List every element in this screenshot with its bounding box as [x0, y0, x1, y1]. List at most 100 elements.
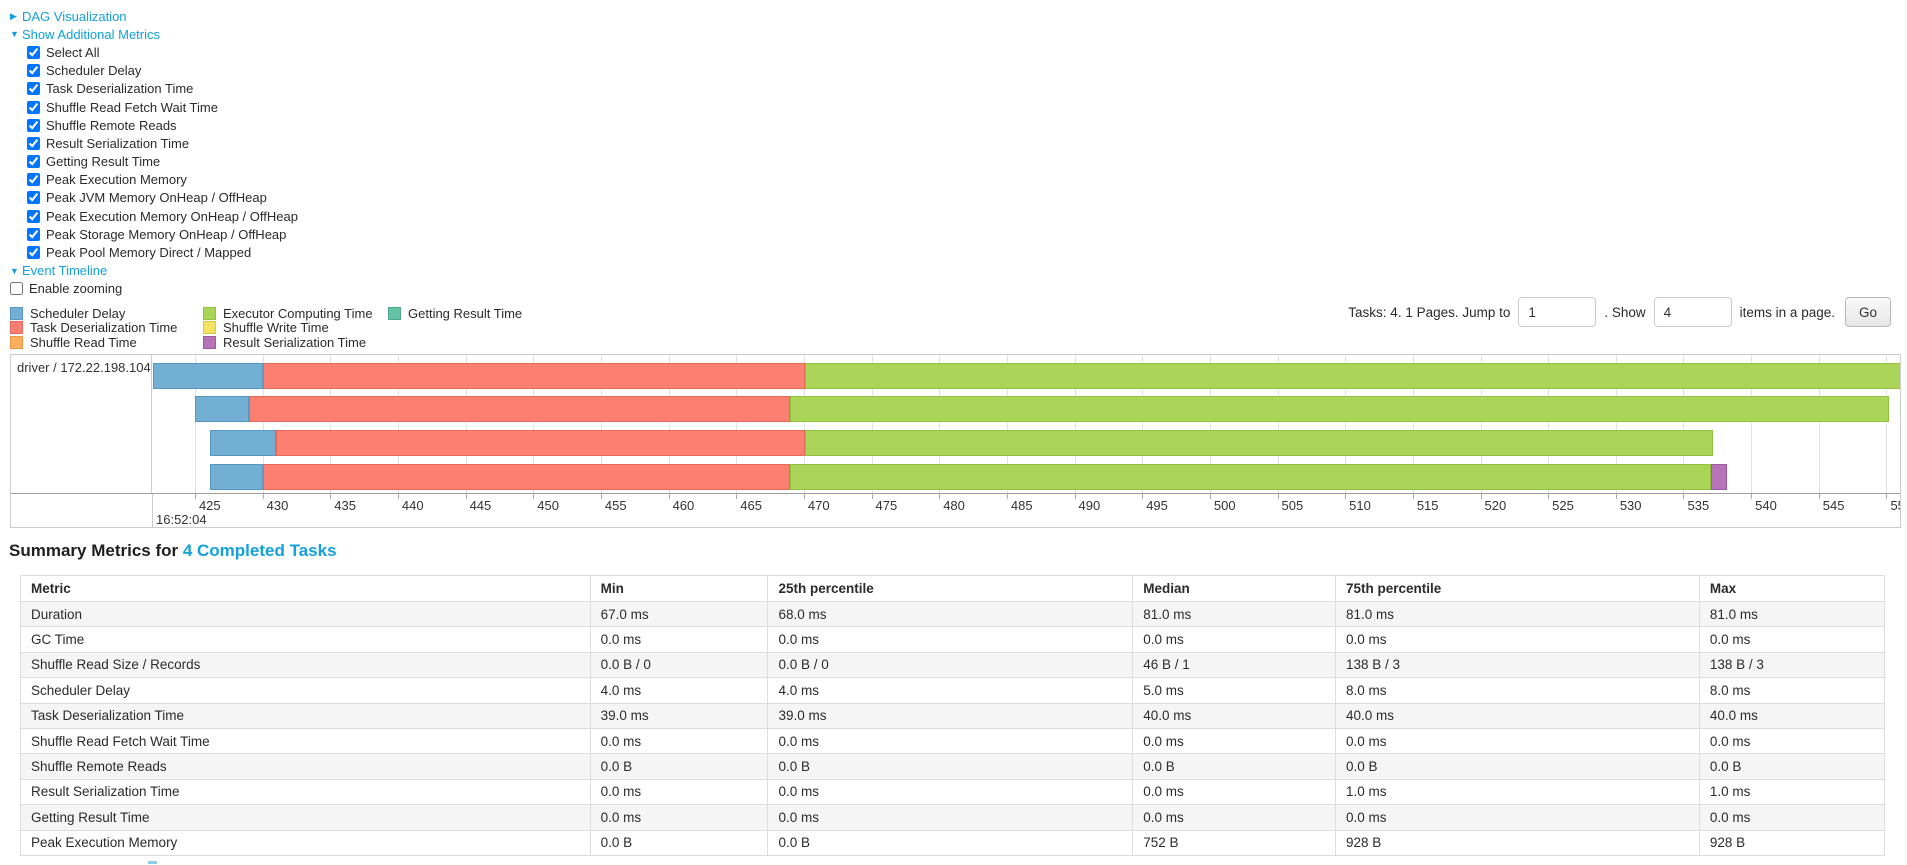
metric-checkbox-label: Peak Pool Memory Direct / Mapped	[46, 245, 252, 261]
metric-value-cell: 1.0 ms	[1698, 778, 1886, 806]
gridline	[1345, 355, 1347, 493]
metric-checkbox-row: Peak JVM Memory OnHeap / OffHeap	[10, 189, 298, 207]
legend-item: Scheduler Delay	[10, 306, 203, 321]
metric-value-cell: 0.0 B	[1698, 753, 1886, 780]
metric-checkbox[interactable]	[27, 118, 40, 132]
go-button[interactable]: Go	[1844, 297, 1891, 327]
shuffle-read-swatch-icon	[10, 335, 23, 349]
tasks-pages-summary: Tasks: 4. 1 Pages. Jump to	[1348, 304, 1511, 320]
show-additional-metrics-toggle[interactable]: ▼ Show Additional Metrics	[10, 27, 160, 42]
event-timeline-label: Event Timeline	[22, 263, 108, 279]
task-bar-segment-task-deserialization[interactable]	[262, 362, 806, 389]
metric-checkbox[interactable]	[27, 136, 40, 150]
metric-checkbox-label: Peak JVM Memory OnHeap / OffHeap	[46, 190, 267, 206]
gridline	[1142, 355, 1144, 493]
metric-name-cell: Shuffle Read Size / Records	[20, 651, 591, 679]
task-bar-segment-task-deserialization[interactable]	[276, 429, 806, 456]
metric-value-cell: 0.0 ms	[1132, 727, 1337, 755]
legend-label: Getting Result Time	[408, 305, 523, 321]
task-bar-segment-scheduler-delay[interactable]	[194, 396, 250, 423]
metric-value-cell: 752 B	[1132, 829, 1337, 856]
metric-checkbox-label: Task Deserialization Time	[46, 81, 194, 97]
metric-value-cell: 0.0 B / 0	[767, 651, 1134, 679]
task-bar-segment-scheduler-delay[interactable]	[209, 463, 263, 490]
metric-checkbox-row: Peak Execution Memory	[10, 171, 298, 189]
metric-checkbox[interactable]	[27, 227, 40, 241]
metric-value-cell: 0.0 ms	[767, 778, 1134, 806]
metric-value-cell: 81.0 ms	[1335, 600, 1700, 628]
gridline	[600, 355, 602, 493]
task-bar-segment-executor-computing[interactable]	[805, 362, 1900, 389]
tick-label: 460	[672, 498, 695, 513]
gridline	[397, 355, 399, 493]
metric-checkbox-row: Peak Storage Memory OnHeap / OffHeap	[10, 225, 298, 243]
task-bar-segment-scheduler-delay[interactable]	[153, 362, 263, 389]
task-bar-segment-scheduler-delay[interactable]	[209, 429, 277, 456]
jump-to-page-input[interactable]	[1518, 297, 1597, 327]
metric-value-cell: 0.0 ms	[589, 626, 769, 653]
metric-checkbox-row: Scheduler Delay	[10, 62, 298, 80]
tick-mark	[1209, 494, 1211, 499]
task-bar-segment-task-deserialization[interactable]	[262, 463, 791, 490]
metric-value-cell: 0.0 B	[589, 829, 769, 856]
column-header: Median	[1132, 575, 1337, 602]
tick-label: 430	[266, 498, 289, 513]
metric-checkbox-row: Shuffle Read Fetch Wait Time	[10, 98, 298, 116]
tick-label: 425	[198, 498, 221, 513]
metric-checkbox-row: Result Serialization Time	[10, 134, 298, 152]
metric-checkbox[interactable]	[27, 173, 40, 187]
metric-value-cell: 0.0 B	[767, 829, 1134, 856]
tick-mark	[1142, 494, 1144, 499]
metric-value-cell: 8.0 ms	[1698, 677, 1886, 704]
metric-checkbox[interactable]	[27, 246, 40, 260]
event-timeline-toggle[interactable]: ▼ Event Timeline	[10, 263, 107, 278]
metric-checkbox-row: Task Deserialization Time	[10, 80, 298, 98]
executor-computing-swatch-icon	[203, 306, 216, 320]
metric-checkbox[interactable]	[27, 82, 40, 96]
metric-value-cell: 0.0 ms	[767, 626, 1134, 653]
tick-mark	[803, 494, 805, 499]
metric-value-cell: 4.0 ms	[589, 677, 769, 704]
legend-label: Executor Computing Time	[223, 305, 373, 321]
task-bar-segment-task-deserialization[interactable]	[249, 396, 791, 423]
summary-title-prefix: Summary Metrics for	[9, 541, 183, 560]
completed-tasks-link[interactable]: 4 Completed Tasks	[182, 541, 337, 560]
metric-value-cell: 0.0 ms	[1132, 804, 1337, 831]
tick-mark	[1886, 494, 1888, 499]
table-row: Shuffle Read Size / Records 0.0 B / 0 0.0 …	[20, 651, 1886, 679]
metric-checkbox[interactable]	[27, 100, 40, 114]
tick-label: 470	[807, 498, 830, 513]
metric-value-cell: 0.0 ms	[767, 804, 1134, 831]
metric-checkbox[interactable]	[27, 209, 40, 223]
task-bar-segment-executor-computing[interactable]	[790, 463, 1711, 490]
tick-mark	[1683, 494, 1685, 499]
tick-label: 540	[1755, 498, 1777, 513]
tick-label: 440	[401, 498, 424, 513]
dag-visualization-label: DAG Visualization	[22, 8, 127, 24]
metric-checkbox-label: Peak Execution Memory	[46, 172, 187, 188]
dag-visualization-toggle[interactable]: ▶ DAG Visualization	[10, 9, 127, 24]
table-row: Result Serialization Time 0.0 ms 0.0 ms 0.0…	[20, 778, 1886, 806]
metric-checkbox[interactable]	[27, 45, 40, 59]
tick-mark	[600, 494, 602, 499]
collapsed-arrow-icon: ▶	[10, 10, 17, 21]
task-bar-segment-executor-computing[interactable]	[790, 396, 1890, 423]
gridline	[1683, 355, 1685, 493]
metric-value-cell: 39.0 ms	[767, 702, 1134, 729]
task-bar-segment-result-serialization[interactable]	[1710, 463, 1727, 490]
enable-zooming-checkbox[interactable]	[10, 282, 23, 296]
column-header: Min	[589, 575, 769, 602]
metric-checkbox[interactable]	[27, 155, 40, 169]
items-per-page-input[interactable]	[1653, 297, 1732, 327]
gridline	[330, 355, 332, 493]
tick-label: 550	[1890, 498, 1900, 513]
metric-checkbox[interactable]	[27, 191, 40, 205]
gridline	[1074, 355, 1076, 493]
metric-checkbox[interactable]	[27, 64, 40, 78]
legend-item: Shuffle Write Time	[203, 320, 388, 335]
task-bar-segment-executor-computing[interactable]	[805, 429, 1714, 456]
metric-value-cell: 0.0 ms	[589, 727, 769, 755]
timeline-plot-area	[153, 355, 1900, 493]
metric-value-cell: 138 B / 3	[1698, 651, 1886, 679]
